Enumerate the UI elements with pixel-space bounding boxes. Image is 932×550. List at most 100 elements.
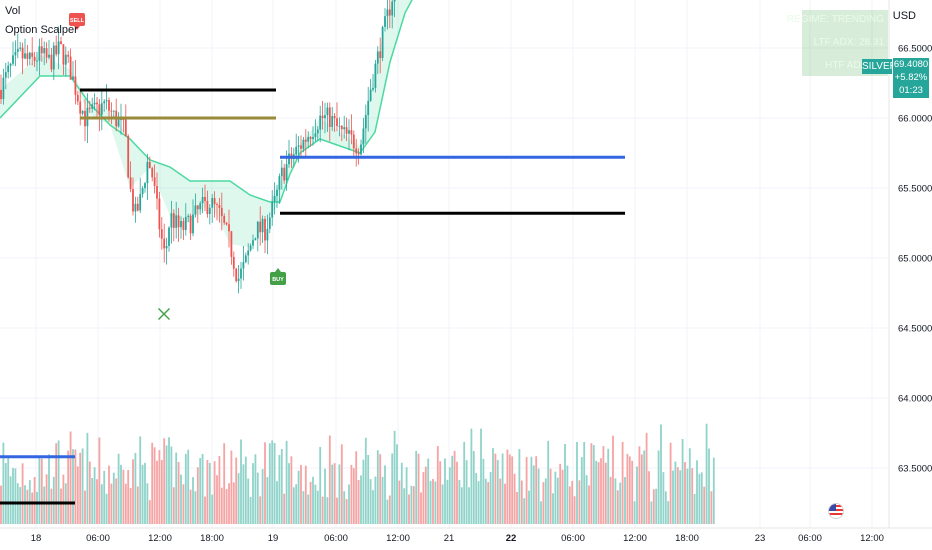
volume-bar: [636, 466, 638, 524]
volume-bar: [688, 448, 691, 524]
volume-bar: [309, 481, 312, 524]
volume-bar: [710, 491, 713, 524]
ltf-adx-value: LTF ADX: 28.31: [813, 37, 884, 48]
volume-bar: [266, 477, 269, 524]
volume-bar: [355, 451, 358, 524]
volume-bar: [372, 490, 374, 524]
volume-bar: [542, 482, 545, 524]
candle-body: [288, 153, 290, 165]
volume-bar: [645, 432, 648, 524]
volume-bar: [60, 488, 62, 524]
candle-body: [211, 198, 214, 208]
volume-bar: [98, 437, 101, 524]
candle-body: [43, 48, 46, 54]
volume-bar: [91, 478, 94, 524]
volume-bar: [650, 501, 653, 524]
candle-body: [228, 224, 230, 232]
candle-body: [192, 214, 194, 234]
candle-body: [36, 60, 38, 62]
candle-body: [7, 65, 10, 73]
volume-bar: [223, 443, 226, 524]
volume-bar: [110, 483, 113, 524]
volume-bar: [492, 448, 494, 524]
volume-bar: [218, 456, 221, 524]
volume-bar: [170, 446, 173, 524]
candle-body: [132, 189, 134, 212]
candle-body: [38, 46, 41, 61]
volume-bar: [415, 450, 418, 524]
volume-bar: [352, 468, 355, 524]
volume-bar: [585, 475, 588, 524]
volume-bar: [612, 435, 614, 524]
volume-bar: [482, 458, 485, 524]
price-change: +5.82%: [894, 72, 928, 83]
candle-body: [223, 215, 226, 223]
volume-bar: [331, 464, 334, 524]
candle-body: [153, 177, 156, 186]
volume-bar: [429, 480, 432, 524]
volume-bar: [698, 473, 701, 524]
volume-bar: [573, 496, 576, 524]
last-price: 69.4080: [893, 59, 929, 70]
candle-body: [360, 144, 362, 155]
us-flag-icon[interactable]: [828, 503, 844, 519]
volume-bar: [674, 461, 677, 524]
volume-bar: [340, 444, 343, 524]
candle-body: [352, 134, 355, 149]
volume-bar: [434, 481, 437, 524]
volume-bar: [657, 450, 660, 524]
volume-bar: [475, 473, 478, 524]
candle-body: [52, 45, 55, 70]
volume-bar: [252, 463, 254, 524]
time-axis[interactable]: 18 06:00 12:00 18:00 19 06:00 12:00 21 22 06:00 12…: [31, 533, 884, 544]
volume-bar: [93, 467, 96, 524]
candle-body: [364, 115, 367, 129]
volume-bar: [184, 453, 187, 524]
volume-bar: [468, 487, 470, 524]
volume-bar: [228, 483, 230, 524]
candle-body: [9, 63, 12, 66]
volume-bar: [9, 476, 12, 524]
candle-body: [324, 115, 326, 119]
volume-bar: [261, 468, 264, 524]
volume-bar: [115, 478, 118, 524]
volume-bar: [528, 490, 530, 524]
volume-bar: [508, 454, 511, 524]
candle-body: [326, 107, 329, 116]
candle-body: [283, 167, 286, 181]
candle-body: [206, 200, 209, 215]
volume-bar: [72, 449, 74, 524]
volume-bar: [67, 450, 70, 524]
currency-label[interactable]: USD: [892, 10, 916, 22]
candle-body: [88, 107, 91, 109]
volume-bar: [319, 446, 322, 524]
candle-body: [280, 167, 283, 177]
volume-bar: [516, 492, 518, 524]
symbol-tag: SILVER: [862, 59, 897, 74]
volume-bar: [144, 462, 146, 524]
volume-bar: [132, 459, 134, 524]
volume-bar: [264, 442, 266, 524]
volume-bar: [213, 461, 216, 524]
indicator-name[interactable]: Option Scalper: [5, 24, 78, 36]
volume-bar: [268, 443, 271, 524]
candle-body: [14, 51, 17, 56]
signal-pointer: [74, 26, 80, 30]
volume-bar: [436, 446, 439, 524]
candle-body: [242, 262, 245, 269]
volume-bar: [396, 444, 398, 524]
volume-bar: [364, 437, 367, 524]
volume-bar: [561, 469, 564, 524]
indicator-title[interactable]: Vol: [5, 5, 21, 17]
volume-bar: [597, 462, 600, 524]
candle-body: [237, 278, 240, 282]
volume-bar: [36, 491, 38, 524]
volume-bar: [158, 450, 161, 524]
price-axis[interactable]: 69.000068.500068.000067.500067.000066.50…: [898, 0, 932, 475]
time-axis-label: 06:00: [561, 533, 585, 544]
volume-bar: [19, 487, 22, 524]
volume-bar: [600, 458, 602, 524]
volume-bar: [655, 488, 658, 524]
volume-bar: [230, 450, 233, 524]
